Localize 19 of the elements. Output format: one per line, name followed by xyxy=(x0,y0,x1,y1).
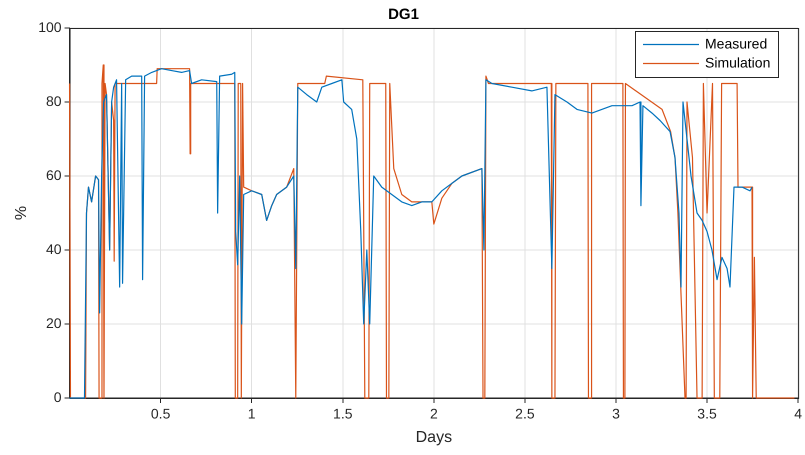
y-tick-label: 80 xyxy=(46,92,62,109)
x-tick-label: 2 xyxy=(430,405,438,422)
x-tick-label: 1 xyxy=(248,405,256,422)
y-tick-label: 60 xyxy=(46,166,62,183)
y-tick-label: 20 xyxy=(46,314,62,331)
x-axis-title: Days xyxy=(416,428,452,446)
x-tick-label: 4 xyxy=(794,405,802,422)
y-axis-title: % xyxy=(13,206,30,220)
x-tick-label: 2.5 xyxy=(515,405,535,422)
x-tick-label: 1.5 xyxy=(333,405,353,422)
x-tick-label: 3.5 xyxy=(697,405,717,422)
legend-label: Measured xyxy=(705,35,768,52)
x-tick-label: 3 xyxy=(612,405,620,422)
y-tick-label: 100 xyxy=(38,18,62,35)
x-tick-label: 0.5 xyxy=(150,405,171,422)
chart-title: DG1 xyxy=(388,6,419,24)
legend-label: Simulation xyxy=(705,54,770,70)
y-tick-label: 40 xyxy=(46,240,62,257)
y-tick-label: 0 xyxy=(54,388,62,405)
